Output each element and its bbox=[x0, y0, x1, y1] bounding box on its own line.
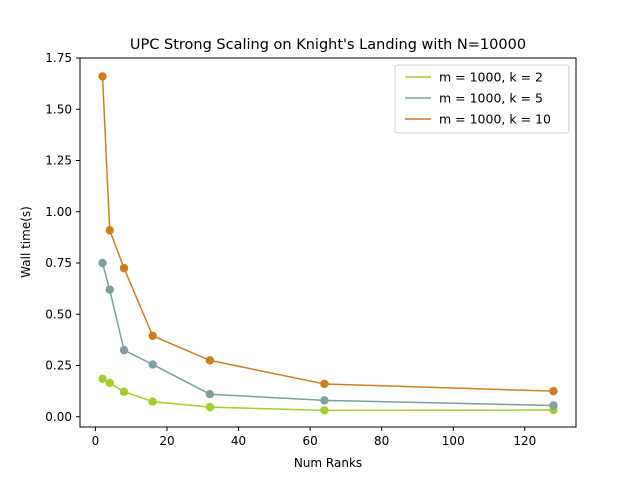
legend-entry: m = 1000, k = 2 bbox=[439, 70, 543, 85]
y-tick-label: 1.50 bbox=[45, 102, 72, 116]
data-point bbox=[148, 397, 157, 406]
x-tick-label: 120 bbox=[513, 434, 536, 448]
x-tick-label: 80 bbox=[374, 434, 389, 448]
data-point bbox=[98, 72, 107, 81]
data-point bbox=[105, 378, 114, 388]
x-tick-label: 20 bbox=[159, 434, 174, 448]
legend-box bbox=[394, 64, 570, 134]
x-tick-label: 60 bbox=[302, 434, 317, 448]
legend-entry: m = 1000, k = 5 bbox=[439, 91, 543, 106]
data-point bbox=[119, 387, 129, 396]
y-axis-label: Wall time(s) bbox=[19, 206, 33, 278]
data-point bbox=[105, 285, 114, 294]
y-tick-label: 1.00 bbox=[45, 205, 72, 219]
data-point bbox=[205, 390, 215, 399]
y-tick-label: 0.75 bbox=[45, 256, 72, 270]
data-point bbox=[320, 396, 329, 405]
data-point bbox=[549, 401, 558, 410]
data-point bbox=[98, 258, 107, 268]
data-point bbox=[148, 360, 157, 369]
legend: m = 1000, k = 2 m = 1000, k = 5 m = 1000, … bbox=[394, 64, 570, 134]
data-point bbox=[119, 345, 129, 355]
data-point bbox=[98, 374, 107, 384]
axes-frame bbox=[79, 57, 577, 428]
y-tick-label: 0.25 bbox=[45, 359, 72, 373]
legend-entry: m = 1000, k = 10 bbox=[439, 112, 551, 127]
y-tick-label: 1.25 bbox=[45, 154, 72, 168]
data-point bbox=[549, 386, 558, 396]
data-point bbox=[320, 406, 329, 415]
y-tick-label: 1.75 bbox=[45, 51, 72, 65]
data-point bbox=[320, 379, 329, 389]
chart-title: UPC Strong Scaling on Knight's Landing w… bbox=[130, 37, 526, 53]
data-point bbox=[205, 356, 215, 365]
y-tick-label: 0.50 bbox=[45, 307, 72, 321]
data-point bbox=[119, 263, 129, 273]
y-tick-label: 0.00 bbox=[45, 410, 72, 424]
x-axis-label: Num Ranks bbox=[294, 456, 362, 470]
data-point bbox=[148, 331, 157, 340]
x-tick-label: 100 bbox=[442, 434, 465, 448]
x-tick-label: 0 bbox=[92, 434, 100, 448]
data-point bbox=[105, 226, 114, 235]
data-point bbox=[205, 402, 215, 412]
x-tick-label: 40 bbox=[231, 434, 246, 448]
plot-area: 0 20 40 60 80 100 120 0.00 0.25 0.50 0.75 1.00 1.25 1… bbox=[45, 51, 577, 448]
